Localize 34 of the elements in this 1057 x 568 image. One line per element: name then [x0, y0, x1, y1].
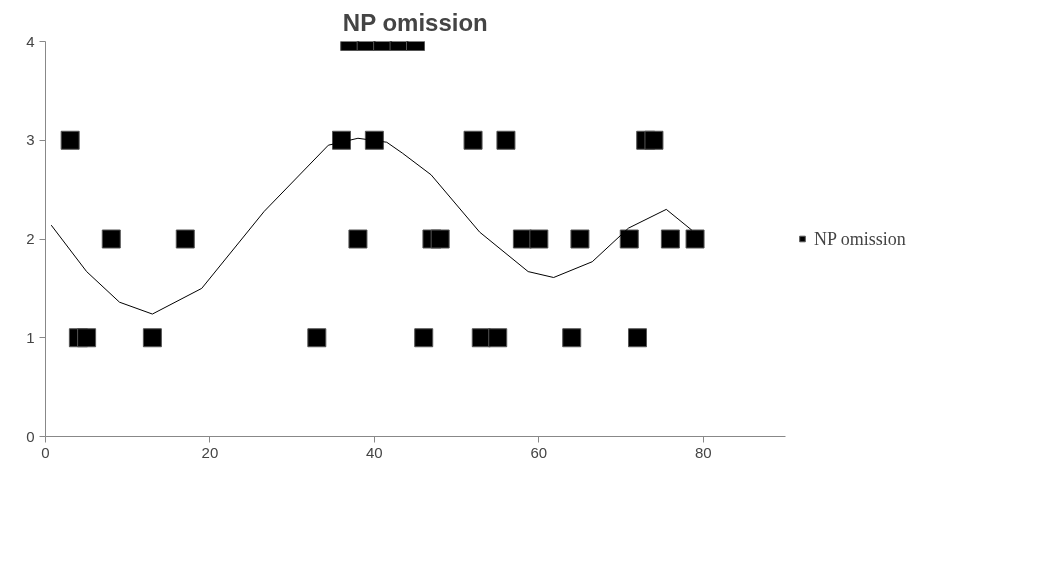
y-tick-label: 1: [26, 328, 35, 346]
point: [60, 130, 80, 150]
point: [101, 229, 121, 249]
point: [660, 229, 680, 249]
point: [142, 328, 162, 348]
point: [414, 328, 434, 348]
point: [307, 328, 327, 348]
x-tick-label: 0: [41, 443, 50, 461]
point: [332, 130, 351, 150]
x-tick-label: 40: [366, 443, 383, 461]
y-tick-label: 4: [26, 32, 35, 50]
x-tick-label: 20: [201, 443, 219, 461]
point: [628, 328, 647, 348]
point: [644, 130, 664, 150]
y-tick-label: 0: [26, 427, 35, 445]
point: [175, 229, 195, 249]
point: [619, 229, 639, 249]
point: [463, 130, 483, 150]
point: [685, 229, 705, 249]
point: [430, 229, 450, 249]
point: [348, 229, 368, 249]
chart-title: NP omission: [342, 8, 488, 36]
point: [562, 328, 582, 348]
x-tick-label: 60: [530, 443, 548, 461]
point: [77, 328, 97, 348]
point: [496, 130, 516, 150]
x-tick-label: 80: [694, 443, 712, 461]
point: [364, 130, 384, 150]
legend-label: NP omission: [814, 228, 906, 249]
point: [570, 229, 590, 249]
y-tick-label: 2: [26, 230, 35, 247]
y-tick-label: 3: [26, 131, 35, 149]
point: [488, 328, 508, 348]
point: [529, 229, 549, 249]
